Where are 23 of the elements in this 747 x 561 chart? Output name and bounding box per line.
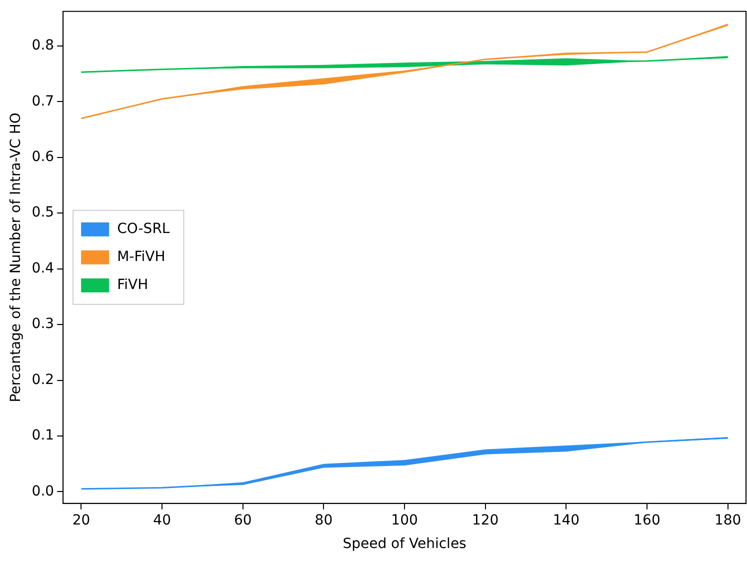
- y-tick-label: 0.6: [32, 149, 54, 166]
- legend-label: CO-SRL: [117, 221, 170, 238]
- x-tick-label: 120: [472, 512, 499, 528]
- x-tick-label: 60: [234, 512, 252, 528]
- x-tick-label: 40: [153, 512, 171, 528]
- legend-label: FiVH: [117, 277, 148, 294]
- x-tick-label: 20: [72, 512, 90, 528]
- x-tick-label: 100: [391, 512, 418, 528]
- x-tick-label: 140: [552, 512, 580, 528]
- y-tick-label: 0.8: [32, 38, 54, 54]
- y-tick-label: 0.0: [32, 483, 54, 500]
- y-tick-label: 0.3: [32, 316, 54, 332]
- y-tick-label: 0.7: [32, 93, 54, 110]
- x-tick-label: 180: [714, 512, 742, 528]
- x-axis-title: Speed of Vehicles: [342, 536, 466, 552]
- y-tick-label: 0.5: [32, 204, 54, 221]
- y-tick-label: 0.2: [32, 372, 54, 388]
- y-axis-title: Percantage of the Number of Intra-VC HO: [8, 112, 24, 402]
- x-tick-label: 160: [634, 512, 660, 528]
- y-tick-label: 0.1: [32, 428, 54, 444]
- legend-label: M-FiVH: [117, 249, 166, 266]
- y-tick-label: 0.4: [32, 260, 54, 276]
- x-tick-label: 80: [314, 512, 333, 528]
